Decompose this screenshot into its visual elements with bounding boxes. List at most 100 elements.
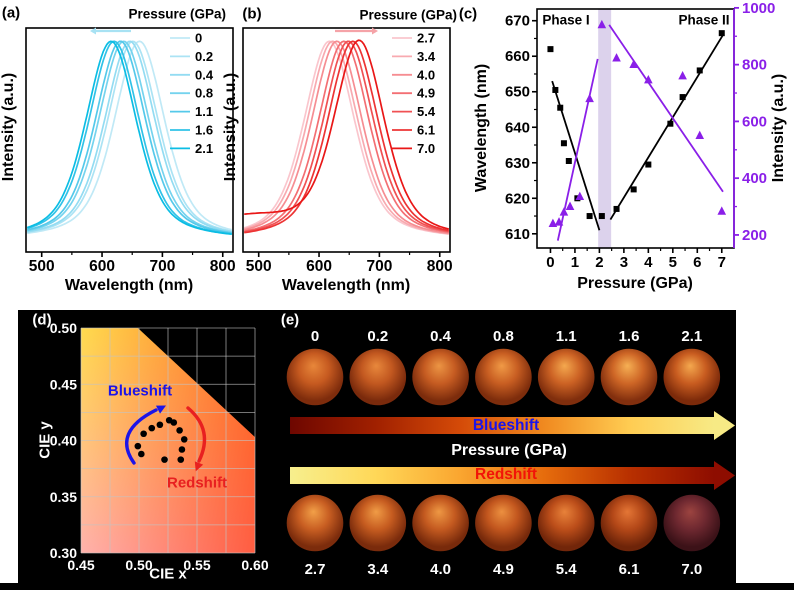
cie-data-point <box>179 446 186 453</box>
wavelength-data-point <box>566 158 572 164</box>
x-tick-label: 3 <box>620 254 628 271</box>
panel-d: 0.450.500.550.600.500.450.400.350.30 <box>50 320 269 573</box>
pressure-value-label: 1.1 <box>556 328 577 345</box>
x-tick-label: 2 <box>595 254 603 271</box>
panel-d-label: (d) <box>32 312 51 329</box>
x-tick-label: 700 <box>366 258 392 275</box>
x-tick-label: 4 <box>644 254 653 271</box>
sample-photo <box>475 349 532 406</box>
figure: 50060070080000.20.40.81.11.62.1500600700… <box>0 0 794 590</box>
x-tick-label: 700 <box>149 258 175 275</box>
intensity-data-point <box>566 202 575 210</box>
redshift-arrow-label: Redshift <box>475 466 537 484</box>
cie-data-point <box>161 456 168 463</box>
sample-photo <box>538 495 595 552</box>
legend-entry-label: 5.4 <box>417 104 436 119</box>
pressure-arrow-head-icon <box>714 461 735 490</box>
panel-c: 6106206306406506606702004006008001000012… <box>505 0 775 271</box>
wavelength-data-point <box>631 186 637 192</box>
sample-photo <box>350 349 407 406</box>
legend-entry-label: 2.1 <box>195 141 213 156</box>
wavelength-data-point <box>697 67 703 73</box>
legend-entry-label: 2.7 <box>417 31 435 46</box>
bottom-panel-graphics: 0.450.500.550.600.500.450.400.350.3000.2… <box>18 310 736 583</box>
y-tick-label: 630 <box>505 155 530 172</box>
panel-d-xlabel: CIE x <box>149 566 187 583</box>
blueshift-annotation: Blueshift <box>108 383 172 400</box>
legend-entry-label: 4.0 <box>417 67 435 82</box>
cie-data-point <box>157 421 164 428</box>
pressure-value-label: 1.6 <box>619 328 640 345</box>
blueshift-arrow-label: Blueshift <box>473 417 539 435</box>
panel-c-ylabel-right: Intensity (a.u.) <box>770 74 788 182</box>
trend-line <box>610 35 723 220</box>
redshift-annotation: Redshift <box>167 475 227 492</box>
sample-photo <box>350 495 407 552</box>
wavelength-data-point <box>599 213 605 219</box>
x-tick-label: 800 <box>210 258 236 275</box>
cie-y-tick-label: 0.35 <box>50 489 77 505</box>
legend-entry-label: 0 <box>195 31 202 46</box>
sample-photo <box>538 349 595 406</box>
x-tick-label: 500 <box>246 258 272 275</box>
panel-b-label: (b) <box>242 6 261 23</box>
intensity-data-point <box>585 94 594 102</box>
cie-y-tick-label: 0.50 <box>50 320 77 336</box>
x-tick-label: 6 <box>693 254 701 271</box>
right-y-tick-label: 200 <box>742 227 767 244</box>
pressure-value-label: 5.4 <box>556 561 578 578</box>
intensity-data-point <box>695 131 704 139</box>
wavelength-data-point <box>547 46 553 52</box>
panel-d-ylabel: CIE y <box>37 421 54 459</box>
legend-entry-label: 0.4 <box>195 67 214 82</box>
wavelength-data-point <box>587 213 593 219</box>
panel-b-ylabel: Intensity (a.u.) <box>222 73 240 181</box>
y-tick-label: 650 <box>505 84 530 101</box>
sample-photo <box>601 495 658 552</box>
right-y-tick-label: 400 <box>742 170 767 187</box>
trend-line <box>609 25 723 192</box>
wavelength-data-point <box>719 30 725 36</box>
pressure-value-label: 0.8 <box>493 328 514 345</box>
cie-data-point <box>138 451 145 458</box>
legend-entry-label: 0.8 <box>195 86 213 101</box>
figure-bottom-rule <box>0 583 794 590</box>
right-y-tick-label: 800 <box>742 57 767 74</box>
right-y-tick-label: 1000 <box>742 0 775 17</box>
cie-x-tick-label: 0.60 <box>241 557 268 573</box>
pressure-axis-label: Pressure (GPa) <box>451 442 567 460</box>
phase-1-annotation: Phase I <box>542 13 589 28</box>
y-tick-label: 610 <box>505 226 530 243</box>
intensity-data-point <box>612 53 621 61</box>
cie-data-point <box>176 427 183 434</box>
wavelength-data-point <box>667 121 673 127</box>
sample-photo <box>287 349 344 406</box>
sample-photo <box>287 495 344 552</box>
cie-data-point <box>148 425 155 432</box>
pressure-value-label: 4.0 <box>430 561 451 578</box>
y-tick-label: 670 <box>505 13 530 30</box>
sample-photo <box>412 349 469 406</box>
pressure-value-label: 2.7 <box>305 561 326 578</box>
panel-c-xlabel: Pressure (GPa) <box>577 275 693 293</box>
sample-photo <box>664 349 721 406</box>
legend-entry-label: 7.0 <box>417 141 435 156</box>
wavelength-data-point <box>614 206 620 212</box>
x-tick-label: 500 <box>29 258 55 275</box>
sample-photo <box>412 495 469 552</box>
pressure-value-label: 0.2 <box>367 328 388 345</box>
cie-y-tick-label: 0.45 <box>50 376 77 392</box>
wavelength-data-point <box>552 87 558 93</box>
x-tick-label: 5 <box>669 254 677 271</box>
intensity-data-point <box>717 206 726 214</box>
y-tick-label: 660 <box>505 48 530 65</box>
legend-entry-label: 4.9 <box>417 86 435 101</box>
panel-a-label: (a) <box>2 5 20 22</box>
cie-data-point <box>177 456 184 463</box>
panel-b-legend-title: Pressure (GPa) <box>359 8 457 23</box>
cie-data-point <box>135 443 142 450</box>
pressure-value-label: 0.4 <box>430 328 452 345</box>
wavelength-data-point <box>557 105 563 111</box>
wavelength-data-point <box>645 162 651 168</box>
pressure-value-label: 4.9 <box>493 561 514 578</box>
